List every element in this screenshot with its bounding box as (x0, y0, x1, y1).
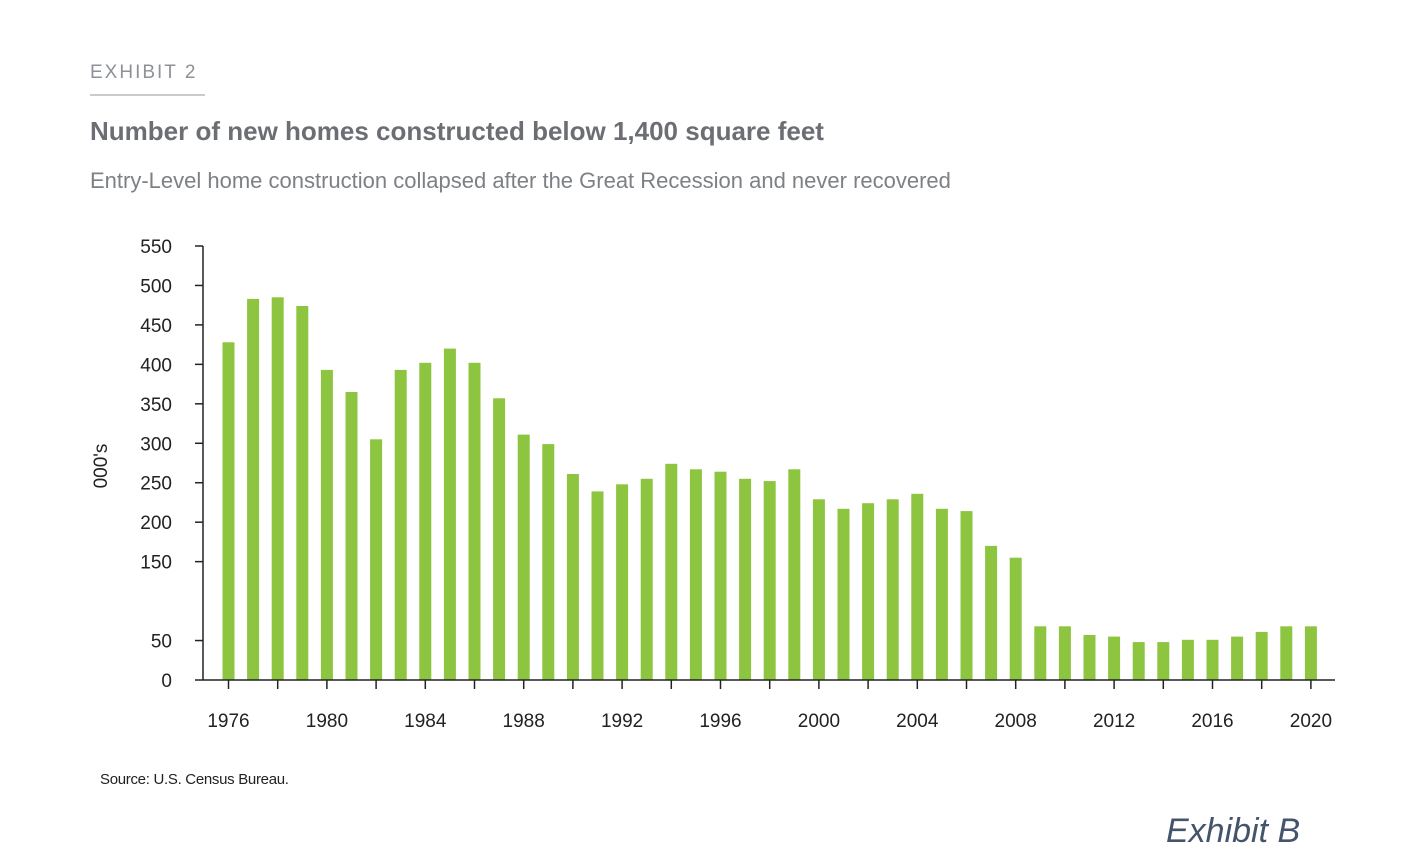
x-tick-label-2000: 2000 (798, 711, 840, 732)
bar-2011 (1083, 635, 1096, 680)
y-tick-label-400: 400 (140, 355, 172, 376)
y-tick-label-0: 0 (161, 671, 172, 692)
bar-1984 (419, 362, 432, 680)
x-tick-label-2020: 2020 (1290, 711, 1332, 732)
x-tick-label-2012: 2012 (1093, 711, 1135, 732)
y-tick-label-300: 300 (140, 434, 172, 455)
bar-2009 (1034, 626, 1047, 680)
bar-1982 (370, 439, 383, 680)
bar-2016 (1206, 639, 1219, 680)
bar-1996 (714, 471, 727, 680)
x-tick-label-1976: 1976 (207, 711, 249, 732)
bar-2020 (1304, 626, 1317, 680)
bar-1976 (222, 342, 235, 680)
x-tick-label-1980: 1980 (306, 711, 348, 732)
chart-title: Number of new homes constructed below 1,… (90, 116, 824, 146)
x-tick-label-1984: 1984 (404, 711, 447, 732)
bar-1998 (763, 481, 776, 680)
bar-1980 (320, 369, 333, 680)
exhibit-label: EXHIBIT 2 (90, 62, 198, 83)
bar-2008 (1009, 557, 1022, 680)
x-tick-label-2016: 2016 (1191, 711, 1233, 732)
x-tick-label-1996: 1996 (699, 711, 741, 732)
bar-2005 (935, 508, 948, 680)
bar-1985 (443, 348, 456, 680)
bar-2003 (886, 499, 899, 680)
exhibit-divider (90, 94, 205, 96)
bar-2001 (837, 508, 850, 680)
y-tick-label-450: 450 (140, 316, 172, 337)
bar-2013 (1132, 642, 1145, 680)
bar-1993 (640, 478, 653, 680)
bar-2002 (862, 503, 875, 680)
y-tick-label-50: 50 (151, 632, 172, 653)
bar-chart: 0 50 150 200 250 300 350 400 450 500 550 1976 1980 19… (91, 237, 1335, 732)
chart-subtitle: Entry-Level home construction collapsed … (90, 168, 951, 193)
bar-2017 (1231, 636, 1244, 680)
source-note: Source: U.S. Census Bureau. (100, 771, 289, 788)
bar-2010 (1058, 626, 1071, 680)
x-tick-label-2004: 2004 (896, 711, 939, 732)
bar-2000 (812, 499, 825, 680)
y-tick-label-500: 500 (140, 276, 172, 297)
bar-1981 (345, 392, 358, 680)
x-tick-label-1988: 1988 (503, 711, 545, 732)
y-tick-label-350: 350 (140, 395, 172, 416)
bar-1989 (542, 444, 555, 680)
y-tick-label-250: 250 (140, 474, 172, 495)
bar-1992 (616, 484, 629, 680)
bar-2007 (985, 545, 998, 680)
bar-1988 (517, 434, 530, 680)
bar-1994 (665, 463, 678, 680)
bar-1987 (493, 398, 506, 680)
bar-1983 (394, 369, 407, 680)
bar-1999 (788, 469, 801, 680)
y-tick-label-550: 550 (140, 237, 172, 258)
bar-1995 (689, 469, 702, 680)
bar-1979 (296, 306, 309, 680)
bar-2014 (1157, 642, 1170, 680)
bar-2004 (911, 493, 924, 680)
bar-1977 (247, 298, 260, 680)
bar-1978 (271, 297, 284, 680)
bar-1991 (591, 491, 604, 680)
x-tick-label-2008: 2008 (995, 711, 1037, 732)
bar-1997 (739, 478, 752, 680)
bar-1986 (468, 362, 481, 680)
bar-2019 (1280, 626, 1293, 680)
y-tick-label-150: 150 (140, 553, 172, 574)
exhibit-b-label: Exhibit B (1166, 812, 1301, 850)
bar-1990 (566, 474, 579, 680)
bar-2015 (1181, 639, 1194, 680)
bar-2018 (1255, 631, 1268, 680)
y-tick-label-200: 200 (140, 513, 172, 534)
bar-2006 (960, 511, 973, 680)
x-tick-label-1992: 1992 (601, 711, 643, 732)
bar-2012 (1108, 636, 1121, 680)
y-axis-label: 000's (91, 444, 112, 489)
